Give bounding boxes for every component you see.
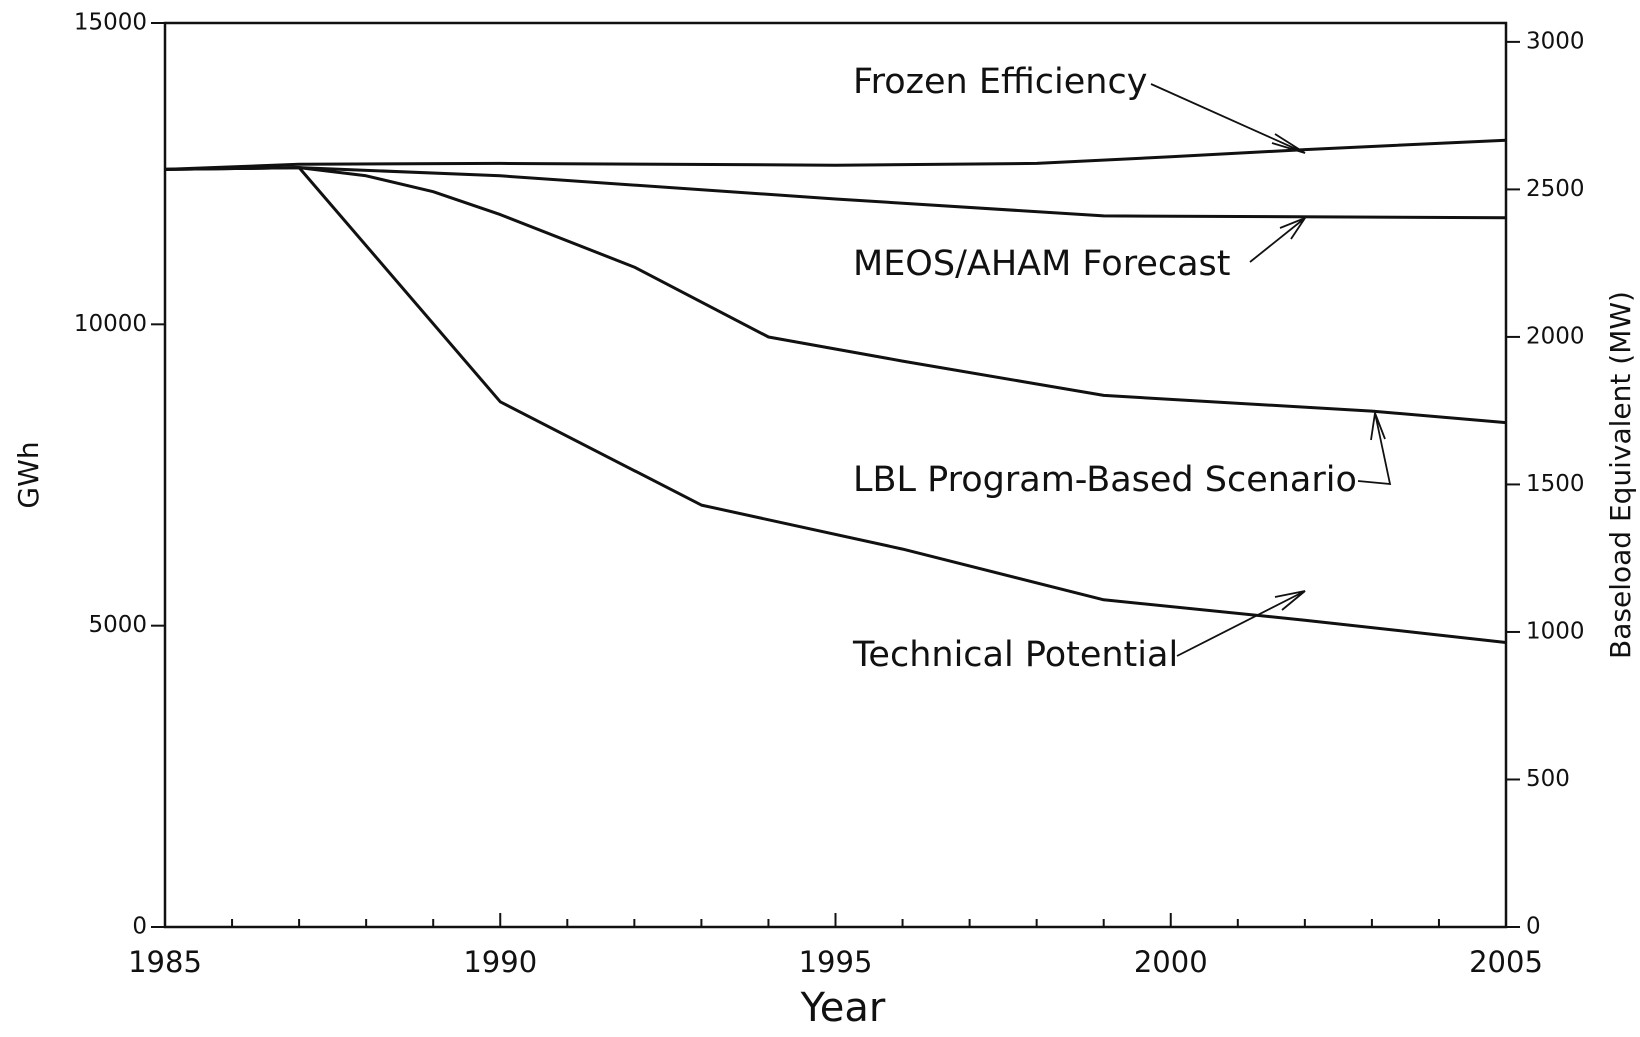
y-tick-label: 15000: [74, 10, 147, 36]
x-tick-label: 1995: [799, 945, 873, 979]
y2-tick-label: 1500: [1526, 471, 1585, 497]
x-tick-label: 1990: [463, 945, 537, 979]
y-tick-label: 0: [132, 914, 147, 940]
x-tick-label: 1985: [128, 945, 202, 979]
x-axis-label: Year: [800, 985, 886, 1031]
series-label: Technical Potential: [852, 635, 1178, 675]
y2-tick-label: 2500: [1526, 176, 1585, 202]
y2-tick-label: 500: [1526, 766, 1570, 792]
annotation-arrows: [1150, 83, 1392, 657]
series-line: [164, 166, 1507, 425]
y2-axis-label: Baseload Equivalent (MW): [1604, 291, 1637, 659]
arrow: [1357, 409, 1392, 486]
arrow: [1176, 590, 1306, 657]
y-tick-label: 10000: [74, 311, 147, 337]
arrow: [1150, 83, 1306, 154]
series-label: LBL Program-Based Scenario: [853, 460, 1357, 500]
series-label: MEOS/AHAM Forecast: [853, 244, 1231, 284]
series-label: Frozen Efficiency: [853, 62, 1147, 102]
x-tick-label: 2000: [1134, 945, 1208, 979]
y-tick-label: 5000: [88, 612, 147, 638]
series-line: [164, 166, 1507, 644]
y-axis-label: GWh: [12, 441, 45, 508]
y2-tick-label: 0: [1526, 914, 1541, 940]
x-tick-label: 2005: [1469, 945, 1543, 979]
y2-tick-label: 3000: [1526, 28, 1585, 54]
y2-tick-label: 2000: [1526, 323, 1585, 349]
series-line: [164, 138, 1507, 171]
arrow: [1249, 216, 1308, 263]
y2-tick-label: 1000: [1526, 618, 1585, 644]
